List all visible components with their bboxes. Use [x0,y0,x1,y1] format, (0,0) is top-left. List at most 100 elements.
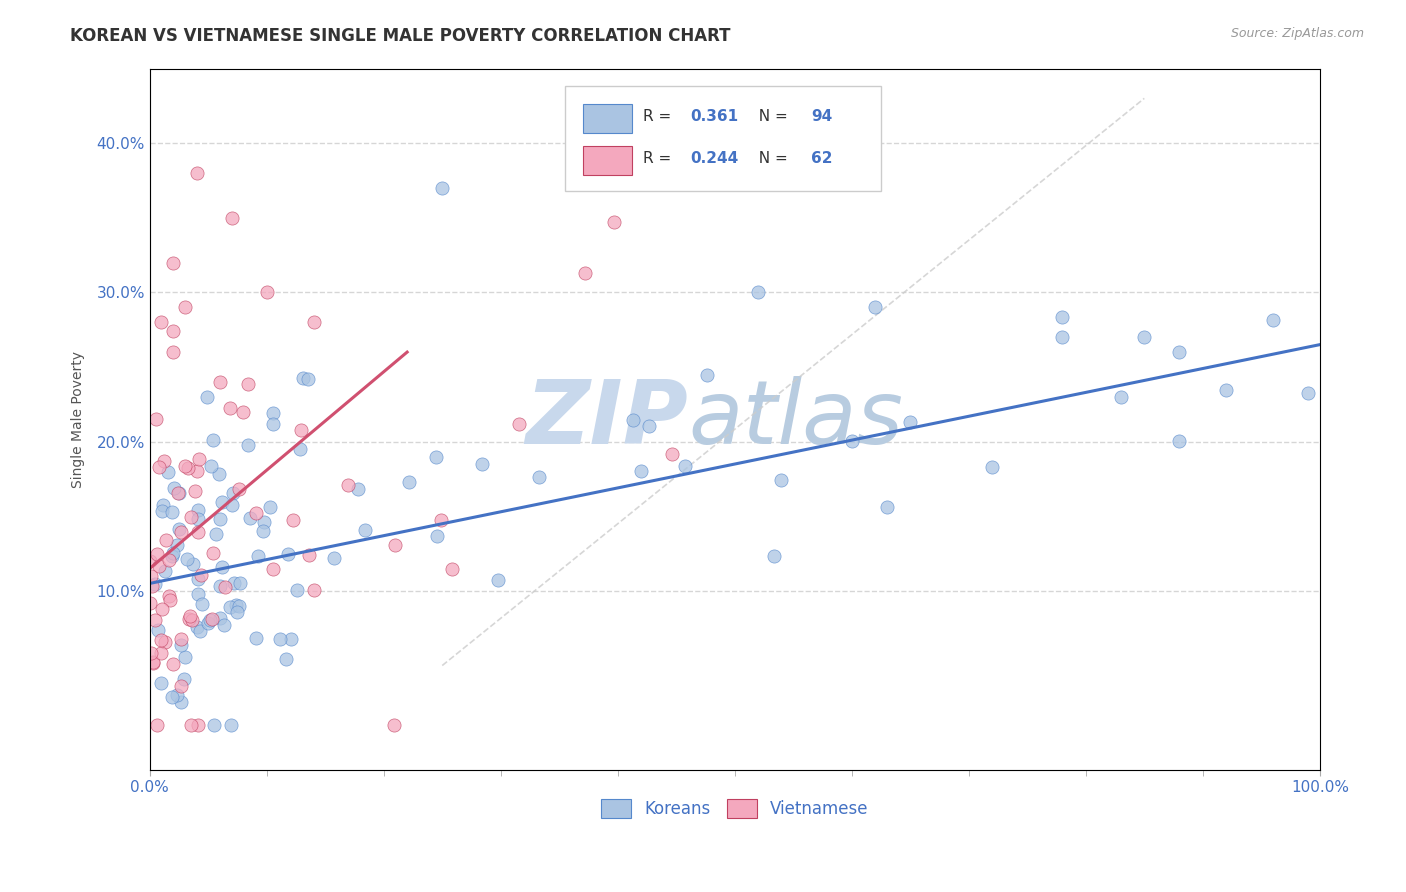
Point [170,525,193,540]
Point [747,285,769,300]
Point [155,533,177,548]
Point [179,609,201,624]
Point [281,513,304,527]
Point [170,679,193,693]
Point [177,461,200,475]
Point [1052,330,1074,344]
Point [187,525,209,540]
Point [162,324,184,338]
Point [201,434,224,448]
Point [425,450,447,465]
Point [153,635,176,649]
Point [228,482,250,496]
Point [297,372,319,386]
Point [236,438,259,452]
Text: 62: 62 [811,151,832,166]
Point [187,451,209,466]
Point [179,612,201,626]
Point [384,538,406,552]
Point [302,315,325,329]
Point [208,512,231,526]
Point [252,524,274,538]
Point [159,589,181,603]
Point [208,579,231,593]
Point [1168,345,1191,359]
Point [186,166,208,180]
Point [169,632,191,646]
Point [280,632,302,646]
Point [162,546,184,560]
Point [173,301,195,315]
Point [142,655,165,669]
Point [218,401,240,415]
Point [762,549,785,563]
Point [574,266,596,280]
Point [143,613,166,627]
Point [162,690,184,704]
Point [166,486,188,500]
Point [208,611,231,625]
Point [291,371,314,385]
Point [173,672,195,686]
Point [219,599,242,614]
FancyBboxPatch shape [565,86,882,191]
Point [198,613,221,627]
Point [150,315,173,329]
Text: Source: ZipAtlas.com: Source: ZipAtlas.com [1230,27,1364,40]
Point [471,458,494,472]
Point [163,481,186,495]
Point [208,375,231,389]
Point [226,605,249,619]
Point [162,657,184,671]
Point [173,649,195,664]
Text: N =: N = [749,151,793,166]
Point [426,528,449,542]
Text: atlas: atlas [688,376,903,462]
Point [214,580,236,594]
Point [253,515,276,529]
Point [229,575,252,590]
Point [174,458,197,473]
Point [148,558,170,573]
Point [150,602,173,616]
Point [245,631,267,645]
Point [145,411,167,425]
Point [347,483,370,497]
Point [398,475,420,489]
Point [638,418,661,433]
Point [508,417,530,431]
Point [180,718,202,732]
Point [180,613,202,627]
Point [146,547,169,561]
Text: 94: 94 [811,109,832,124]
Point [239,511,262,525]
Point [139,553,162,567]
Point [298,548,321,562]
Point [208,467,231,481]
Text: R =: R = [644,151,676,166]
Point [204,526,226,541]
Point [1215,383,1237,397]
Point [696,368,718,382]
Point [262,406,284,420]
Point [1133,330,1156,344]
Point [162,345,184,359]
Point [876,500,898,514]
Point [162,255,184,269]
Point [256,285,278,300]
Point [1052,310,1074,325]
Y-axis label: Single Male Poverty: Single Male Poverty [72,351,86,488]
Point [247,549,270,563]
Point [290,442,312,456]
Point [153,454,176,468]
Point [527,470,550,484]
Point [167,485,190,500]
Point [188,624,211,639]
Point [269,632,291,647]
Point [149,633,172,648]
Point [142,657,165,671]
Point [290,423,312,437]
Point [382,718,405,732]
Point [212,618,235,632]
Point [146,624,169,638]
